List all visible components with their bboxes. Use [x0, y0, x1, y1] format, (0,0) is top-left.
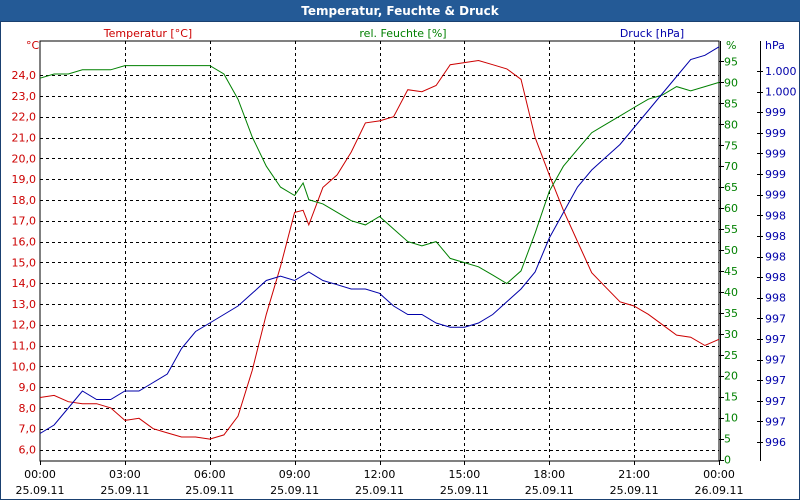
- humidity-tick-label: 0: [724, 454, 731, 467]
- pressure-tick-label: 998: [765, 230, 786, 243]
- humidity-tick-label: 40: [724, 286, 738, 299]
- weather-chart: 6,0 7,0 8,0 9,0 10,0 11,0 12,0 13,0 14,0 15,0 16,0…: [12, 27, 797, 497]
- pressure-tick-label: 996: [765, 436, 786, 449]
- temperature-tick-label: 8,0: [19, 402, 37, 415]
- humidity-tick-label: 5: [724, 433, 731, 446]
- plot-area: [39, 40, 720, 462]
- pressure-tick-label: 997: [765, 374, 786, 387]
- x-tick-time-label: 00:00: [703, 468, 735, 481]
- x-tick-date-label: 25.09.11: [610, 484, 659, 497]
- humidity-tick-label: 45: [724, 265, 738, 278]
- pressure-tick-label: 1.000: [765, 65, 797, 78]
- x-tick-time-label: 21:00: [618, 468, 650, 481]
- temperature-tick-label: 12,0: [12, 319, 37, 332]
- temperature-tick-label: 13,0: [12, 298, 37, 311]
- humidity-tick-label: 10: [724, 412, 738, 425]
- temperature-tick-label: 19,0: [12, 173, 37, 186]
- pressure-tick-label: 999: [765, 127, 786, 140]
- temperature-tick-label: 11,0: [12, 340, 37, 353]
- temperature-tick-label: 21,0: [12, 132, 37, 145]
- humidity-series-line: [39, 65, 720, 285]
- humidity-tick-label: 50: [724, 244, 738, 257]
- temperature-tick-label: 6,0: [19, 444, 37, 457]
- x-tick-date-label: 25.09.11: [525, 484, 574, 497]
- x-tick-date-label: 25.09.11: [440, 484, 489, 497]
- humidity-tick-label: 20: [724, 370, 738, 383]
- pressure-tick-label: 997: [765, 333, 786, 346]
- pressure-tick-label: 999: [765, 168, 786, 181]
- window-titlebar: Temperatur, Feuchte & Druck: [0, 0, 800, 22]
- x-tick-date-label: 25.09.11: [100, 484, 149, 497]
- pressure-tick-label: 997: [765, 354, 786, 367]
- humidity-tick-label: 65: [724, 181, 738, 194]
- x-tick-time-label: 18:00: [533, 468, 565, 481]
- temperature-tick-label: 7,0: [19, 423, 37, 436]
- pressure-tick-label: 998: [765, 209, 786, 222]
- pressure-tick-label: 1.000: [765, 86, 797, 99]
- pressure-tick-label: 997: [765, 415, 786, 428]
- temperature-tick-label: 10,0: [12, 360, 37, 373]
- x-tick-date-label: 25.09.11: [185, 484, 234, 497]
- temperature-tick-label: 18,0: [12, 194, 37, 207]
- temperature-tick-label: 22,0: [12, 111, 37, 124]
- temperature-tick-label: 15,0: [12, 256, 37, 269]
- humidity-tick-label: 95: [724, 55, 738, 68]
- pressure-tick-label: 997: [765, 312, 786, 325]
- humidity-tick-label: 70: [724, 160, 738, 173]
- pressure-unit-label: hPa: [765, 39, 785, 52]
- humidity-tick-label: 90: [724, 76, 738, 89]
- humidity-tick-label: 55: [724, 223, 738, 236]
- x-tick-date-label: 26.09.11: [695, 484, 744, 497]
- pressure-tick-label: 999: [765, 106, 786, 119]
- humidity-tick-label: 60: [724, 202, 738, 215]
- humidity-axis-title: rel. Feuchte [%]: [359, 27, 446, 40]
- temperature-tick-label: 17,0: [12, 215, 37, 228]
- temperature-axis-title: Temperatur [°C]: [103, 27, 192, 40]
- x-tick-time-label: 00:00: [24, 468, 56, 481]
- x-tick-date-label: 25.09.11: [355, 484, 404, 497]
- humidity-tick-label: 85: [724, 97, 738, 110]
- temperature-tick-label: 23,0: [12, 90, 37, 103]
- humidity-tick-label: 15: [724, 391, 738, 404]
- pressure-tick-label: 999: [765, 147, 786, 160]
- humidity-tick-label: 75: [724, 139, 738, 152]
- pressure-tick-label: 997: [765, 395, 786, 408]
- x-tick-time-label: 12:00: [364, 468, 396, 481]
- pressure-tick-label: 998: [765, 292, 786, 305]
- temperature-series-line: [39, 59, 720, 440]
- humidity-tick-label: 30: [724, 328, 738, 341]
- temperature-tick-label: 16,0: [12, 236, 37, 249]
- temperature-tick-label: 24,0: [12, 69, 37, 82]
- x-tick-time-label: 03:00: [109, 468, 141, 481]
- temperature-tick-label: 9,0: [19, 381, 37, 394]
- temperature-tick-label: 14,0: [12, 277, 37, 290]
- humidity-unit-label: %: [726, 39, 736, 52]
- pressure-series-line: [39, 46, 720, 434]
- humidity-tick-label: 25: [724, 349, 738, 362]
- window-title: Temperatur, Feuchte & Druck: [301, 4, 499, 18]
- x-tick-time-label: 15:00: [449, 468, 481, 481]
- humidity-tick-label: 35: [724, 307, 738, 320]
- pressure-tick-label: 998: [765, 271, 786, 284]
- x-tick-time-label: 06:00: [194, 468, 226, 481]
- temperature-unit-label: °C: [26, 39, 40, 52]
- pressure-tick-label: 998: [765, 251, 786, 264]
- x-tick-time-label: 09:00: [279, 468, 311, 481]
- x-tick-date-label: 25.09.11: [270, 484, 319, 497]
- temperature-tick-label: 20,0: [12, 152, 37, 165]
- pressure-tick-label: 999: [765, 189, 786, 202]
- x-tick-date-label: 25.09.11: [16, 484, 65, 497]
- humidity-tick-label: 80: [724, 118, 738, 131]
- pressure-axis-title: Druck [hPa]: [620, 27, 684, 40]
